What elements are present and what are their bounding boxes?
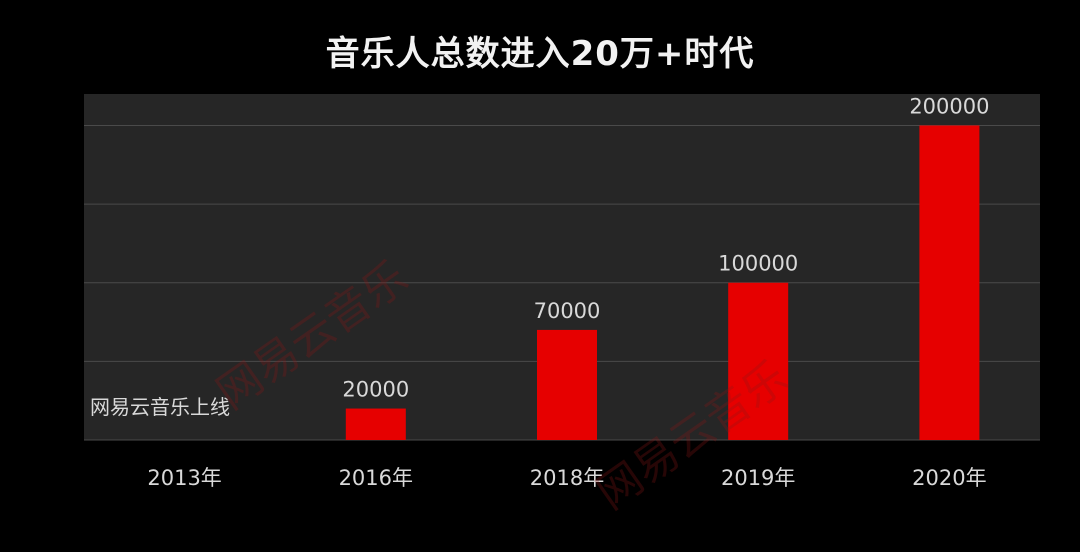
bar-2018年 <box>537 329 597 440</box>
x-tick-label: 2020年 <box>912 466 986 490</box>
launch-annotation: 网易云音乐上线 <box>90 395 230 419</box>
data-label: 20000 <box>342 378 409 402</box>
data-labels: 20000 70000 100000 200000 <box>342 94 989 401</box>
bar-2019年 <box>728 282 789 440</box>
chart-title: 音乐人总数进入20万+时代 <box>325 34 755 74</box>
x-tick-label: 2016年 <box>339 466 413 490</box>
bars <box>345 125 980 441</box>
x-tick-label: 2019年 <box>721 466 795 490</box>
x-tick-label: 2018年 <box>530 466 604 490</box>
bar-2020年 <box>919 125 980 441</box>
x-tick-labels: 2013年 2016年 2018年 2019年 2020年 <box>147 466 986 490</box>
data-label: 200000 <box>909 94 989 118</box>
bar-2016年 <box>345 408 406 440</box>
data-label: 70000 <box>534 299 601 323</box>
data-label: 100000 <box>718 252 798 276</box>
x-tick-label: 2013年 <box>147 466 221 490</box>
